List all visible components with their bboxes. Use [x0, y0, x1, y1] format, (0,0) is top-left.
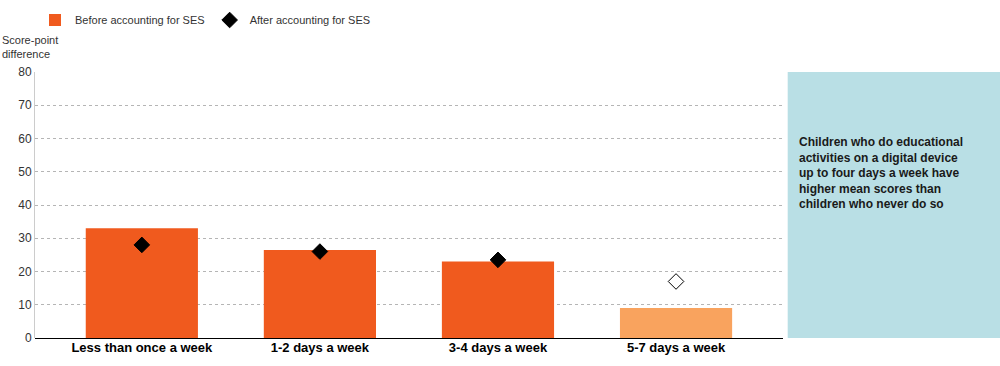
svg-text:50: 50: [18, 165, 32, 179]
svg-text:3-4 days a week: 3-4 days a week: [449, 340, 548, 355]
svg-text:30: 30: [18, 231, 32, 245]
svg-text:5-7 days a week: 5-7 days a week: [627, 340, 726, 355]
svg-text:70: 70: [18, 98, 32, 112]
svg-text:Less than once a week: Less than once a week: [71, 340, 213, 355]
svg-text:10: 10: [18, 298, 32, 312]
svg-text:Children who do educationalact: Children who do educationalactivities on…: [799, 135, 963, 211]
svg-text:60: 60: [18, 132, 32, 146]
svg-text:Score-pointdifference: Score-pointdifference: [2, 34, 58, 60]
svg-text:After accounting for SES: After accounting for SES: [250, 14, 370, 26]
svg-text:40: 40: [18, 198, 32, 212]
svg-text:Before accounting for SES: Before accounting for SES: [75, 14, 205, 26]
svg-text:0: 0: [25, 331, 32, 345]
svg-text:80: 80: [18, 65, 32, 79]
svg-text:1-2 days a week: 1-2 days a week: [271, 340, 370, 355]
svg-text:20: 20: [18, 265, 32, 279]
